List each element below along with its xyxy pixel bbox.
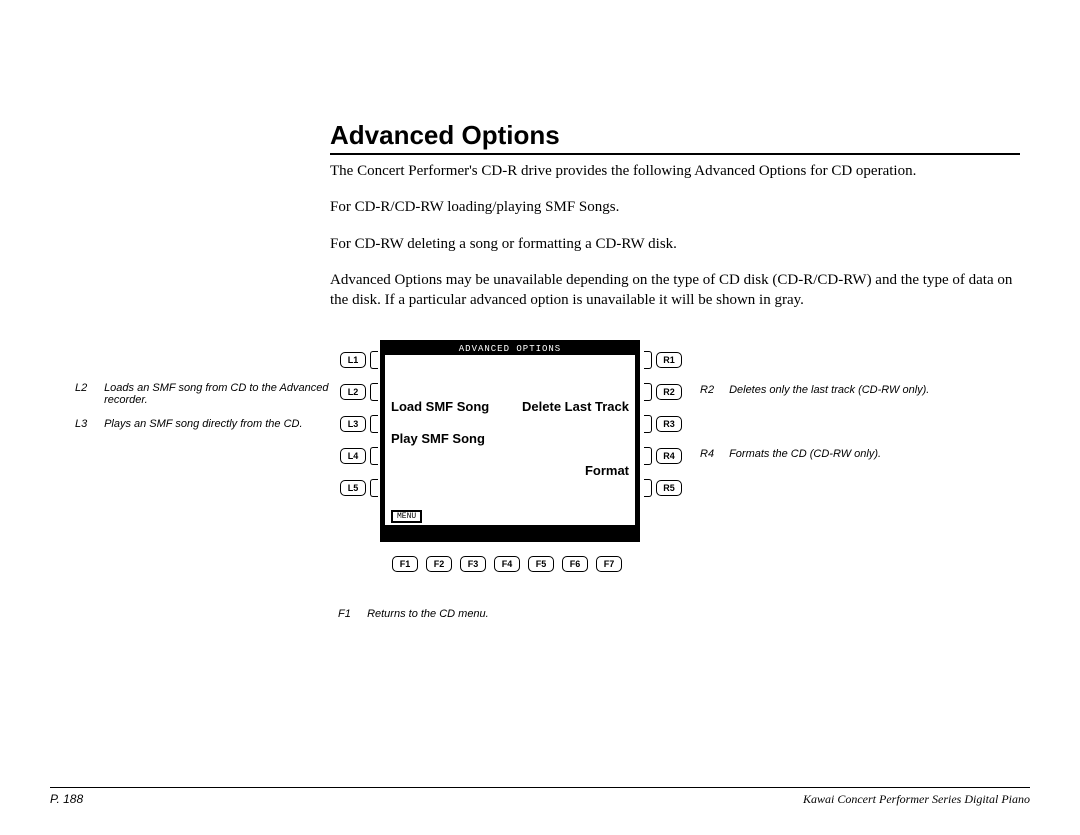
button-l3[interactable]: L3 [340,416,366,432]
intro-para-2: For CD-R/CD-RW loading/playing SMF Songs… [330,197,1020,217]
intro-para-4: Advanced Options may be unavailable depe… [330,270,1020,311]
button-f2[interactable]: F2 [426,556,452,572]
screen-title: ADVANCED OPTIONS [383,343,637,355]
button-f5[interactable]: F5 [528,556,554,572]
bracket-r2 [644,383,652,401]
button-f6[interactable]: F6 [562,556,588,572]
lcd-screen: ADVANCED OPTIONS Load SMF Song Delete La… [380,340,640,542]
screen-row-4: Format [385,463,635,478]
button-r4[interactable]: R4 [656,448,682,464]
button-l4[interactable]: L4 [340,448,366,464]
intro-para-3: For CD-RW deleting a song or formatting … [330,234,1020,254]
diagram-container: ADVANCED OPTIONS Load SMF Song Delete La… [0,340,1080,620]
note-r2: R2 Deletes only the last track (CD-RW on… [700,384,1000,396]
screen-cell-delete-last: Delete Last Track [522,399,629,414]
note-r4-key: R4 [700,448,726,460]
note-r2-text: Deletes only the last track (CD-RW only)… [729,384,989,396]
note-r2-key: R2 [700,384,726,396]
button-l5[interactable]: L5 [340,480,366,496]
bracket-r5 [644,479,652,497]
screen-body: Load SMF Song Delete Last Track Play SMF… [385,355,635,525]
button-f7[interactable]: F7 [596,556,622,572]
intro-para-1: The Concert Performer's CD-R drive provi… [330,161,1020,181]
button-f4[interactable]: F4 [494,556,520,572]
footer-page-number: P. 188 [50,792,83,807]
bracket-l2 [370,383,378,401]
note-l3-key: L3 [75,418,101,430]
note-f1-key: F1 [338,608,364,620]
button-r5[interactable]: R5 [656,480,682,496]
screen-cell-format: Format [585,463,629,478]
screen-row-3: Play SMF Song [385,431,635,446]
bracket-l4 [370,447,378,465]
bracket-r3 [644,415,652,433]
note-l2-key: L2 [75,382,101,394]
note-r4-text: Formats the CD (CD-RW only). [729,448,989,460]
page-footer: P. 188 Kawai Concert Performer Series Di… [50,787,1030,807]
note-f1: F1 Returns to the CD menu. [338,608,638,620]
screen-row-2: Load SMF Song Delete Last Track [385,399,635,414]
button-r1[interactable]: R1 [656,352,682,368]
note-f1-text: Returns to the CD menu. [367,608,489,620]
note-l3-text: Plays an SMF song directly from the CD. [104,418,340,430]
button-r3[interactable]: R3 [656,416,682,432]
button-l1[interactable]: L1 [340,352,366,368]
screen-cell-play-smf: Play SMF Song [391,431,485,446]
page-heading: Advanced Options [330,120,1020,155]
footer-doc-title: Kawai Concert Performer Series Digital P… [803,792,1030,807]
button-f3[interactable]: F3 [460,556,486,572]
button-l2[interactable]: L2 [340,384,366,400]
button-f1[interactable]: F1 [392,556,418,572]
screen-cell-load-smf: Load SMF Song [391,399,489,414]
note-l2-text: Loads an SMF song from CD to the Advance… [104,382,340,406]
note-l2: L2 Loads an SMF song from CD to the Adva… [75,382,343,406]
note-l3: L3 Plays an SMF song directly from the C… [75,418,343,430]
menu-tab: MENU [391,510,422,523]
bracket-l5 [370,479,378,497]
bracket-l3 [370,415,378,433]
bracket-r1 [644,351,652,369]
bracket-l1 [370,351,378,369]
note-r4: R4 Formats the CD (CD-RW only). [700,448,1000,460]
button-r2[interactable]: R2 [656,384,682,400]
bracket-r4 [644,447,652,465]
